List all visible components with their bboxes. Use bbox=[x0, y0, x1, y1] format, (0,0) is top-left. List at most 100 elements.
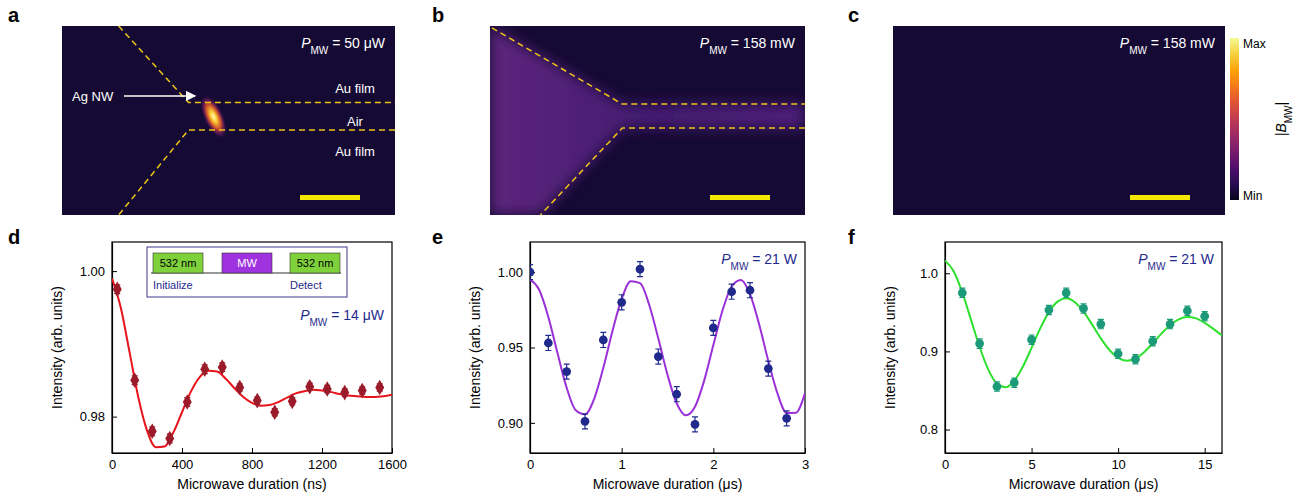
power-label: PMW = 21 W bbox=[721, 251, 798, 272]
x-axis-title: Microwave duration (μs) bbox=[1009, 476, 1159, 492]
tick-mark bbox=[530, 348, 535, 349]
tick-mark bbox=[322, 448, 323, 453]
data-point bbox=[1010, 378, 1019, 387]
data-point bbox=[672, 390, 681, 399]
plot-frame bbox=[112, 242, 392, 453]
tick-mark bbox=[945, 430, 950, 431]
tick-mark bbox=[622, 448, 623, 453]
tick-label: 5 bbox=[1028, 457, 1035, 472]
axis-line bbox=[112, 243, 113, 454]
tick-mark bbox=[945, 351, 950, 352]
pulse bbox=[290, 253, 340, 273]
power-label-rest: = 158 mW bbox=[727, 35, 796, 51]
power-label-sub: MW bbox=[731, 261, 749, 272]
panel-letter: f bbox=[848, 226, 855, 248]
pulse-label: 532 nm bbox=[297, 257, 334, 269]
scale-bar bbox=[710, 195, 770, 200]
y-axis-title: Intensity (arb. units) bbox=[467, 286, 483, 409]
data-point bbox=[235, 380, 244, 396]
tick: 2 bbox=[710, 448, 717, 472]
data-point bbox=[530, 268, 534, 277]
data-point bbox=[288, 394, 297, 410]
data-point bbox=[727, 287, 736, 296]
tick: 10 bbox=[1111, 448, 1125, 472]
scale-bar bbox=[1130, 195, 1190, 200]
data-point bbox=[1166, 320, 1175, 329]
pointer-arrow bbox=[124, 95, 195, 97]
tick-label: 0.9 bbox=[920, 344, 938, 359]
power-label-rest: = 21 W bbox=[748, 251, 797, 267]
tick: 0.98 bbox=[80, 409, 117, 424]
power-label-rest: = 50 μW bbox=[328, 35, 385, 51]
colorbar-tick-label: Max bbox=[1243, 37, 1266, 51]
film-edge bbox=[492, 28, 805, 104]
data-point bbox=[654, 352, 663, 361]
tick: 1200 bbox=[308, 448, 337, 472]
tick-label: 3 bbox=[802, 457, 809, 472]
data-point bbox=[636, 265, 645, 274]
power-label-sub: MW bbox=[1129, 45, 1147, 56]
tick: 1.00 bbox=[80, 264, 117, 279]
tick-label: 1.00 bbox=[80, 264, 105, 279]
inset-frame bbox=[147, 247, 347, 297]
tick: 0.95 bbox=[498, 340, 535, 355]
y-axis: 0.900.951.00 bbox=[498, 243, 535, 454]
step-label: Detect bbox=[290, 279, 322, 291]
tick: 0.90 bbox=[498, 416, 535, 431]
data-point bbox=[782, 414, 791, 423]
data-point bbox=[764, 364, 773, 373]
tick-label: 400 bbox=[172, 457, 194, 472]
image-panel bbox=[62, 26, 395, 215]
axis-line bbox=[531, 453, 806, 454]
colorbar-tick-label: Min bbox=[1243, 189, 1262, 203]
data-point bbox=[1045, 306, 1054, 315]
colorbar-title-rest: | bbox=[1273, 102, 1289, 106]
tick: 3 bbox=[802, 448, 809, 472]
data-point bbox=[1027, 335, 1036, 344]
power-label-rest: = 21 W bbox=[1165, 251, 1214, 267]
region-label: Air bbox=[347, 114, 364, 129]
image-background bbox=[490, 26, 805, 215]
tick-label: 1600 bbox=[378, 457, 407, 472]
power-label: PMW = 21 W bbox=[1138, 251, 1215, 272]
colorbar-title-main: |B bbox=[1273, 123, 1289, 136]
pulse bbox=[153, 253, 203, 273]
power-label-rest: = 14 μW bbox=[327, 307, 384, 323]
tick-label: 0.95 bbox=[498, 340, 523, 355]
tick-label: 0.90 bbox=[498, 416, 523, 431]
data-point bbox=[1131, 355, 1140, 364]
image-panel bbox=[490, 26, 805, 215]
tick-mark bbox=[1118, 448, 1119, 453]
x-axis-title: Microwave duration (μs) bbox=[593, 476, 743, 492]
x-axis: 0123 bbox=[527, 448, 809, 472]
data-point bbox=[617, 298, 626, 307]
tick-label: 0 bbox=[942, 457, 949, 472]
colorbar-title: |BMW| bbox=[1273, 102, 1294, 136]
plot-area bbox=[530, 262, 805, 432]
panel-letter: a bbox=[8, 4, 20, 26]
film-edge bbox=[540, 128, 805, 215]
power-label: PMW = 14 μW bbox=[300, 307, 385, 328]
panel-letter: e bbox=[432, 226, 443, 248]
region-label: Au film bbox=[335, 144, 375, 159]
axis-line bbox=[113, 453, 393, 454]
panel-letter: d bbox=[8, 226, 20, 248]
field-hotspot bbox=[194, 91, 232, 143]
tick-mark bbox=[182, 448, 183, 453]
tick-label: 15 bbox=[1198, 457, 1212, 472]
x-axis: 040080012001600 bbox=[109, 448, 407, 472]
data-point bbox=[200, 362, 209, 378]
power-label: PMW = 50 μW bbox=[301, 35, 386, 56]
tick-mark bbox=[1205, 448, 1206, 453]
tick: 400 bbox=[172, 448, 194, 472]
panel-letter: b bbox=[432, 4, 444, 26]
y-axis: 0.98 1.00 bbox=[80, 243, 117, 454]
data-point bbox=[993, 382, 1002, 391]
data-point bbox=[1062, 288, 1071, 297]
data-point bbox=[323, 381, 332, 397]
data-point bbox=[599, 336, 608, 345]
tick-label: 10 bbox=[1111, 457, 1125, 472]
data-point bbox=[1079, 304, 1088, 313]
tick-mark bbox=[112, 417, 117, 418]
field-glow bbox=[490, 26, 805, 215]
